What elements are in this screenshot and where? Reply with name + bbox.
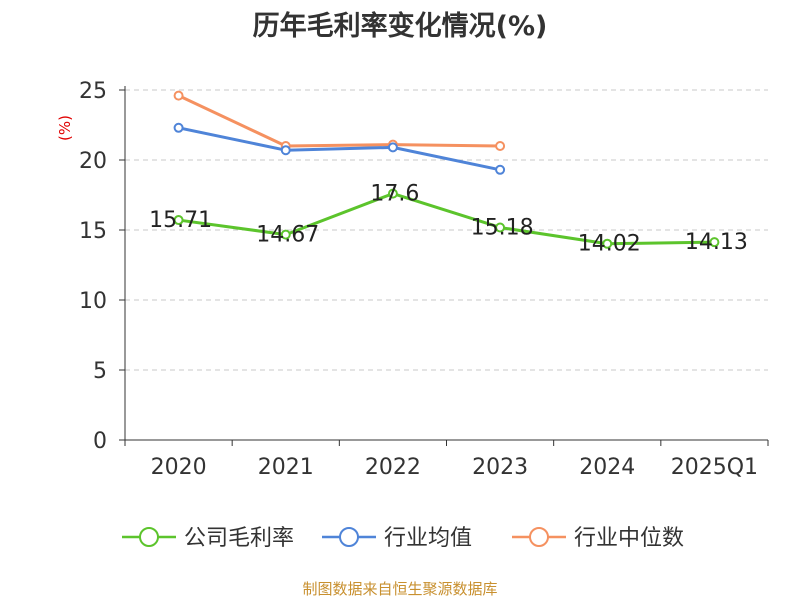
series-line — [178, 126, 501, 172]
y-axis-label: (%) — [56, 115, 74, 141]
data-label: 17.6 — [370, 182, 419, 207]
series-line — [177, 94, 501, 148]
data-label: 14.13 — [685, 230, 748, 255]
data-point — [495, 222, 506, 233]
x-tick-label: 2025Q1 — [671, 455, 758, 480]
y-tick-label: 10 — [79, 289, 107, 314]
x-tick-label: 2020 — [151, 455, 207, 480]
data-source: 制图数据来自恒生聚源数据库 — [302, 580, 498, 598]
legend-marker — [339, 527, 359, 547]
x-axis-ticks: 2020 2021 2022 2023 2024 2025Q1 — [124, 440, 769, 480]
data-point — [709, 237, 720, 248]
chart-title: 历年毛利率变化情况(%) — [252, 11, 548, 42]
y-tick-label: 0 — [93, 429, 107, 454]
data-label: 14.67 — [256, 223, 319, 248]
legend-marker — [529, 527, 549, 547]
data-point — [173, 215, 184, 226]
data-label: 15.18 — [471, 215, 534, 240]
data-label: 14.02 — [578, 232, 641, 257]
x-tick-label: 2022 — [365, 455, 421, 480]
axes — [124, 86, 768, 441]
y-tick-label: 25 — [79, 79, 107, 104]
data-point — [280, 229, 291, 240]
data-point — [173, 122, 184, 133]
x-tick-label: 2023 — [472, 455, 528, 480]
data-point — [280, 145, 291, 156]
y-tick-label: 5 — [93, 359, 107, 384]
data-labels: 15.71 14.67 17.6 15.18 14.02 14.13 — [149, 182, 748, 257]
legend-label: 行业均值 — [384, 526, 472, 551]
data-point — [387, 188, 398, 199]
data-label: 15.71 — [149, 208, 212, 233]
data-point — [602, 238, 613, 249]
data-point — [495, 164, 506, 175]
x-tick-label: 2024 — [579, 455, 635, 480]
x-tick-label: 2021 — [258, 455, 314, 480]
series-line — [178, 192, 715, 246]
y-axis-ticks: 0 5 10 15 20 25 — [79, 79, 125, 454]
y-tick-label: 20 — [79, 149, 107, 174]
legend: 公司毛利率 行业均值 行业中位数 — [122, 526, 684, 551]
data-point — [387, 142, 398, 153]
data-point — [495, 141, 506, 151]
y-tick-label: 15 — [79, 219, 107, 244]
data-point — [173, 90, 184, 101]
legend-marker — [139, 527, 159, 547]
legend-label: 公司毛利率 — [184, 526, 294, 551]
legend-label: 行业中位数 — [574, 526, 684, 551]
gridlines — [125, 89, 768, 371]
series-group — [173, 90, 720, 249]
